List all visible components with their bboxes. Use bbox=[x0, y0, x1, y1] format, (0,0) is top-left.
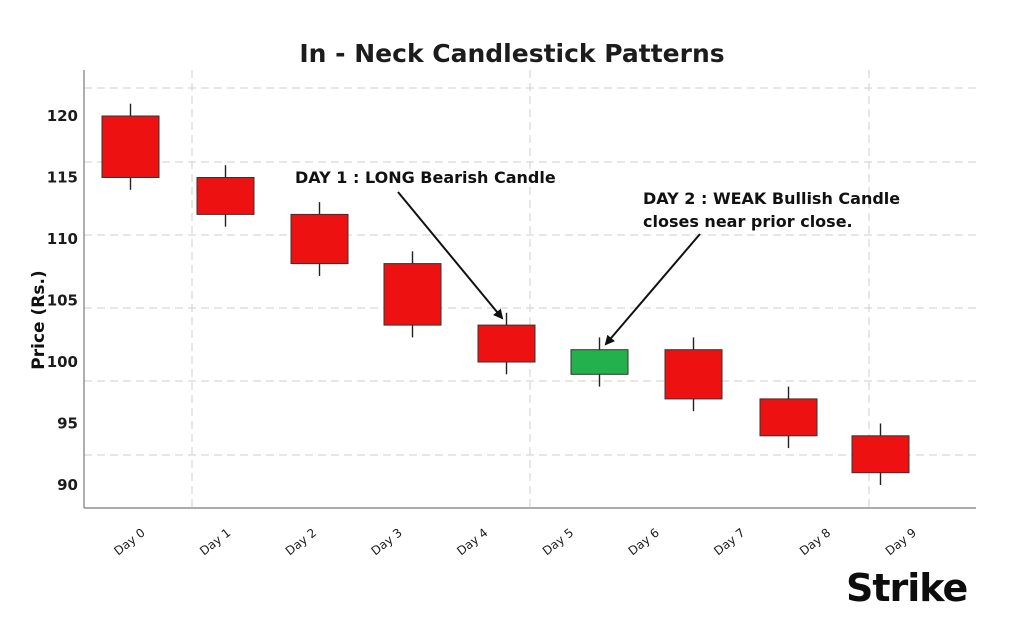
y-tick-label: 110 bbox=[47, 230, 78, 248]
logo-text: Strike bbox=[846, 566, 968, 610]
candle-body bbox=[851, 435, 910, 474]
x-tick-labels: Day 0 Day 1 Day 2 Day 3 Day 4 Day 5 Day 6 Day 7… bbox=[111, 526, 919, 559]
grid bbox=[84, 70, 976, 508]
candle-body bbox=[570, 349, 629, 375]
x-tick-label: Day 5 bbox=[540, 526, 576, 559]
x-tick-label: Day 1 bbox=[197, 526, 233, 559]
chart-title: In - Neck Candlestick Patterns bbox=[299, 39, 724, 68]
y-tick-label: 100 bbox=[47, 353, 78, 371]
candle-body bbox=[196, 177, 255, 215]
annotation-day1-arrow bbox=[397, 191, 504, 320]
x-tick-label: Day 0 bbox=[111, 526, 147, 559]
annotation-day2-arrow bbox=[604, 233, 701, 346]
x-tick-label: Day 4 bbox=[454, 526, 490, 559]
candle-body bbox=[759, 398, 818, 437]
y-tick-label: 105 bbox=[47, 292, 78, 310]
y-tick-label: 120 bbox=[47, 107, 78, 125]
annotations: DAY 1 : LONG Bearish Candle DAY 2 : WEAK… bbox=[295, 168, 900, 346]
x-tick-label: Day 6 bbox=[626, 526, 662, 559]
x-tick-label: Day 9 bbox=[883, 526, 919, 559]
annotation-day2-line2: closes near prior close. bbox=[643, 212, 853, 231]
y-tick-label: 115 bbox=[47, 169, 78, 187]
candle-body bbox=[383, 263, 442, 326]
candle-body bbox=[477, 324, 536, 363]
x-tick-label: Day 7 bbox=[711, 526, 747, 559]
x-tick-label: Day 2 bbox=[283, 526, 319, 559]
y-tick-label: 95 bbox=[57, 415, 78, 433]
y-tick-labels: 90 95 100 105 110 115 120 bbox=[47, 107, 78, 494]
annotation-day1: DAY 1 : LONG Bearish Candle bbox=[295, 168, 556, 187]
y-tick-label: 90 bbox=[57, 476, 78, 494]
candle-body bbox=[664, 349, 723, 400]
axes bbox=[83, 70, 976, 509]
x-tick-label: Day 8 bbox=[797, 526, 833, 559]
strike-logo: Strike bbox=[846, 566, 968, 610]
candle-body bbox=[290, 213, 349, 265]
x-tick-label: Day 3 bbox=[368, 526, 404, 559]
candles bbox=[101, 103, 910, 485]
annotation-day2-line1: DAY 2 : WEAK Bullish Candle bbox=[643, 189, 900, 208]
y-axis-label: Price (Rs.) bbox=[29, 270, 49, 369]
candle-body bbox=[101, 115, 160, 178]
